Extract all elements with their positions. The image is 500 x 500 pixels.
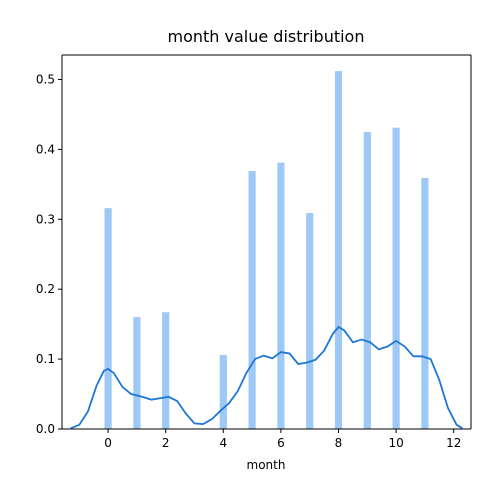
y-tick-label: 0.3	[36, 212, 55, 226]
histogram-bar	[133, 317, 141, 429]
x-tick-label: 8	[335, 436, 343, 450]
y-tick-label: 0.1	[36, 352, 55, 366]
histogram-bar	[306, 212, 314, 429]
y-tick-label: 0.4	[36, 142, 55, 156]
histogram-bar	[392, 127, 400, 429]
y-tick-label: 0.0	[36, 422, 55, 436]
y-axis-ticks: 0.0 0.1 0.2 0.3 0.4 0.5	[36, 72, 62, 436]
histogram-bar	[219, 354, 227, 429]
histogram-bar	[363, 131, 371, 429]
histogram-bar	[334, 71, 343, 430]
y-tick-label: 0.5	[36, 72, 55, 86]
chart-title: month value distribution	[168, 27, 365, 46]
kde-curve	[70, 325, 463, 430]
x-tick-label: 4	[219, 436, 227, 450]
x-tick-label: 0	[104, 436, 112, 450]
x-tick-label: 10	[388, 436, 403, 450]
plot-frame	[61, 54, 472, 430]
x-tick-label: 12	[446, 436, 461, 450]
y-tick-label: 0.2	[36, 282, 55, 296]
histogram-bar	[421, 178, 429, 429]
histogram-bar	[104, 208, 112, 429]
x-axis-label: month	[247, 458, 286, 472]
histogram-bars	[104, 71, 429, 430]
x-tick-label: 2	[162, 436, 170, 450]
histogram-bar	[162, 312, 170, 429]
histogram-bar	[277, 162, 285, 430]
histogram-bar	[248, 171, 256, 429]
x-tick-label: 6	[277, 436, 285, 450]
x-axis-ticks: 0 2 4 6 8 10 12	[104, 429, 461, 450]
